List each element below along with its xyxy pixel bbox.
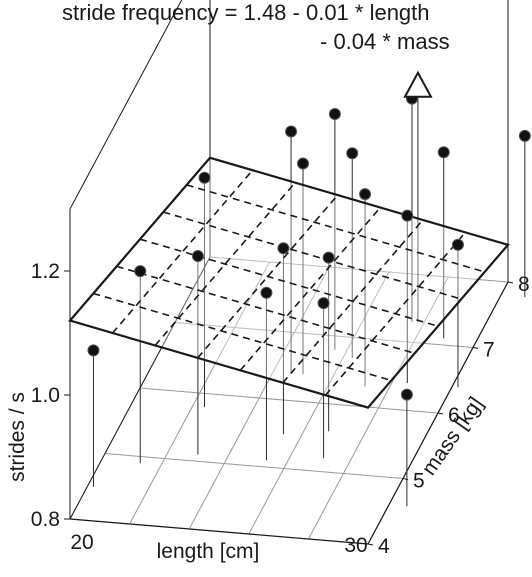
data-point xyxy=(87,344,100,357)
data-point xyxy=(277,242,290,255)
regression-plane xyxy=(68,156,510,409)
data-point xyxy=(322,251,335,264)
y-tick-mark xyxy=(402,478,409,480)
data-point xyxy=(198,171,211,184)
plane-grid-line xyxy=(163,211,462,300)
y-tick-mark xyxy=(437,412,444,415)
highlight-point xyxy=(403,70,433,98)
data-point xyxy=(285,125,298,138)
z-tick-label: 1.0 xyxy=(31,384,60,407)
data-point xyxy=(518,129,531,142)
data-point xyxy=(437,146,450,159)
x-tick-label: 20 xyxy=(70,531,93,554)
plane-grid-line xyxy=(116,265,415,355)
y-tick-mark xyxy=(507,281,514,284)
floor-grid-line xyxy=(104,453,404,479)
data-point xyxy=(328,108,341,120)
plane-grid-line xyxy=(139,238,439,327)
chart-title-line-2: - 0.04 * mass xyxy=(320,29,450,54)
data-point xyxy=(297,157,309,170)
box-edge xyxy=(69,0,183,210)
data-point xyxy=(451,238,464,251)
y-tick-mark xyxy=(367,543,374,546)
y-tick-label: 8 xyxy=(518,273,530,296)
floor-edge xyxy=(69,518,369,545)
z-tick-label: 1.2 xyxy=(31,260,60,283)
z-tick-label: 0.8 xyxy=(31,508,60,531)
x-axis-label: length [cm] xyxy=(157,540,260,563)
data-point xyxy=(191,250,204,263)
chart-title-line-1: stride frequency = 1.48 - 0.01 * length xyxy=(62,0,430,25)
plane-grid-line xyxy=(186,184,485,273)
data-point xyxy=(401,209,414,222)
y-tick-mark xyxy=(472,347,479,349)
data-point xyxy=(359,188,372,201)
plane-grid-line xyxy=(93,292,392,382)
data-point xyxy=(400,388,413,401)
x-tick-label: 30 xyxy=(344,534,367,557)
y-tick-label: 5 xyxy=(413,470,425,493)
data-point xyxy=(317,297,330,310)
data-point xyxy=(134,265,147,278)
z-axis-label: strides / s xyxy=(6,392,29,482)
data-point xyxy=(346,147,359,160)
y-tick-label: 6 xyxy=(448,404,460,427)
floor-grid-line xyxy=(139,387,439,414)
data-point xyxy=(260,286,273,299)
y-tick-label: 7 xyxy=(483,339,495,362)
y-tick-label: 4 xyxy=(378,535,390,558)
